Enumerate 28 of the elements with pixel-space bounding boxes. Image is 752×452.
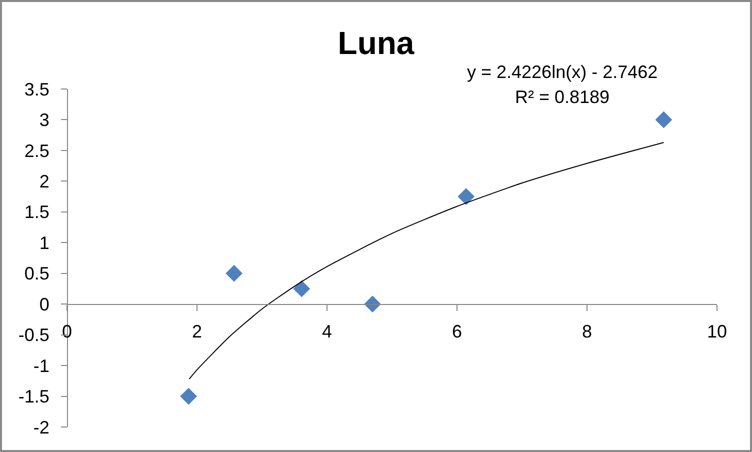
y-tick-label: 1.5 <box>24 202 50 222</box>
x-tick-label: 10 <box>706 322 728 342</box>
point <box>364 296 381 313</box>
x-tick-label: 6 <box>452 322 462 342</box>
y-tick-label: -0.5 <box>18 325 50 346</box>
y-tick-label: -2 <box>33 417 50 438</box>
line-series <box>188 142 664 380</box>
chart-title: Luna <box>338 25 414 62</box>
text: y = 2.4226ln(x) - 2.7462 <box>467 62 658 82</box>
annotation: R² = 0.8189 <box>515 87 610 107</box>
y-tick-label: 3.5 <box>24 79 50 100</box>
y-tick-label: 0 <box>39 294 50 314</box>
x-tick-label: 4 <box>322 322 332 342</box>
point <box>655 111 672 128</box>
point <box>226 264 242 282</box>
x-tick-label: 8 <box>582 322 592 342</box>
y-tick-label: -1 <box>33 356 50 376</box>
x-tick-label: 0 <box>62 322 72 342</box>
y-tick-label: 0.5 <box>24 264 50 284</box>
y-tick-label: 1 <box>39 232 50 253</box>
y-tick-label: 3 <box>39 110 50 130</box>
point <box>458 188 475 205</box>
point <box>293 280 310 298</box>
x-tick-label: 2 <box>192 322 202 342</box>
y-tick-label: -1.5 <box>18 386 50 407</box>
point <box>180 388 197 405</box>
y-tick-label: 2 <box>39 171 50 192</box>
y-tick-label: 2.5 <box>24 140 50 161</box>
